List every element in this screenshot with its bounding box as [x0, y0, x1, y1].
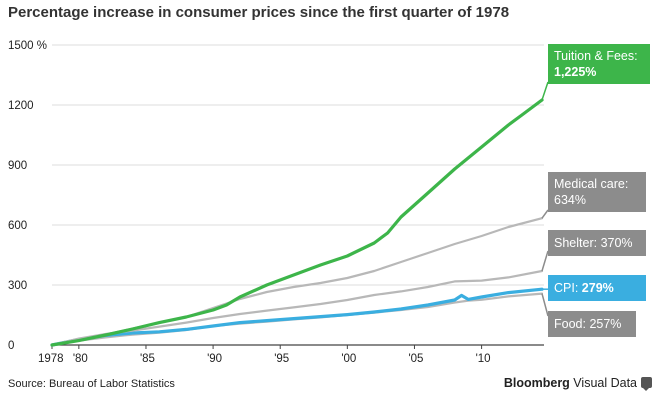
- brand-bold: Bloomberg: [503, 376, 570, 390]
- series-label-tuition-fees: Tuition & Fees: 1,225%: [548, 44, 650, 84]
- label-connector-shelter: [541, 250, 549, 272]
- x-tick-label-1: '80: [73, 353, 88, 365]
- series-label-medical-care: Medical care: 634%: [548, 172, 646, 212]
- label-connector-medical-care: [541, 209, 549, 219]
- y-tick-label-5: 1500 %: [8, 40, 47, 52]
- x-tick-label-4: '95: [274, 353, 289, 365]
- speech-bubble-icon: [641, 377, 652, 391]
- x-tick-label-5: '00: [341, 353, 356, 365]
- series-label-name: Food:: [554, 317, 586, 331]
- source-note: Source: Bureau of Labor Statistics: [8, 378, 175, 390]
- series-label-name: Shelter:: [554, 236, 598, 250]
- series-label-food: Food: 257%: [548, 311, 636, 337]
- x-tick-label-0: 1978: [38, 353, 64, 365]
- label-connector-food: [541, 293, 549, 317]
- y-tick-label-2: 600: [8, 220, 27, 232]
- series-label-name: Medical care:: [554, 177, 629, 191]
- y-tick-label-0: 0: [8, 340, 14, 352]
- series-label-value: 257%: [589, 317, 622, 331]
- series-line-cpi: [50, 287, 544, 347]
- series-label-name: Tuition & Fees:: [554, 49, 638, 63]
- series-label-value: 370%: [600, 236, 633, 250]
- series-label-shelter: Shelter: 370%: [548, 230, 646, 256]
- series-label-value: 1,225%: [554, 65, 597, 79]
- x-tick-label-2: '85: [140, 353, 155, 365]
- brand-rest: Visual Data: [569, 376, 637, 390]
- x-tick-label-3: '90: [207, 353, 222, 365]
- y-tick-label-3: 900: [8, 160, 27, 172]
- x-tick-label-6: '05: [408, 353, 423, 365]
- y-tick-label-4: 1200: [8, 100, 34, 112]
- label-connector-tuition-fees: [541, 81, 549, 101]
- series-label-name: CPI:: [554, 281, 579, 295]
- chart-title: Percentage increase in consumer prices s…: [8, 4, 510, 21]
- series-label-cpi: CPI: 279%: [548, 275, 646, 301]
- series-label-value: 634%: [554, 193, 586, 207]
- series-line-tuition-fees: [50, 98, 544, 347]
- x-tick-label-7: '10: [476, 353, 491, 365]
- brand-logo: Bloomberg Visual Data: [503, 376, 652, 391]
- series-label-value: 279%: [581, 281, 614, 295]
- y-tick-label-1: 300: [8, 280, 27, 292]
